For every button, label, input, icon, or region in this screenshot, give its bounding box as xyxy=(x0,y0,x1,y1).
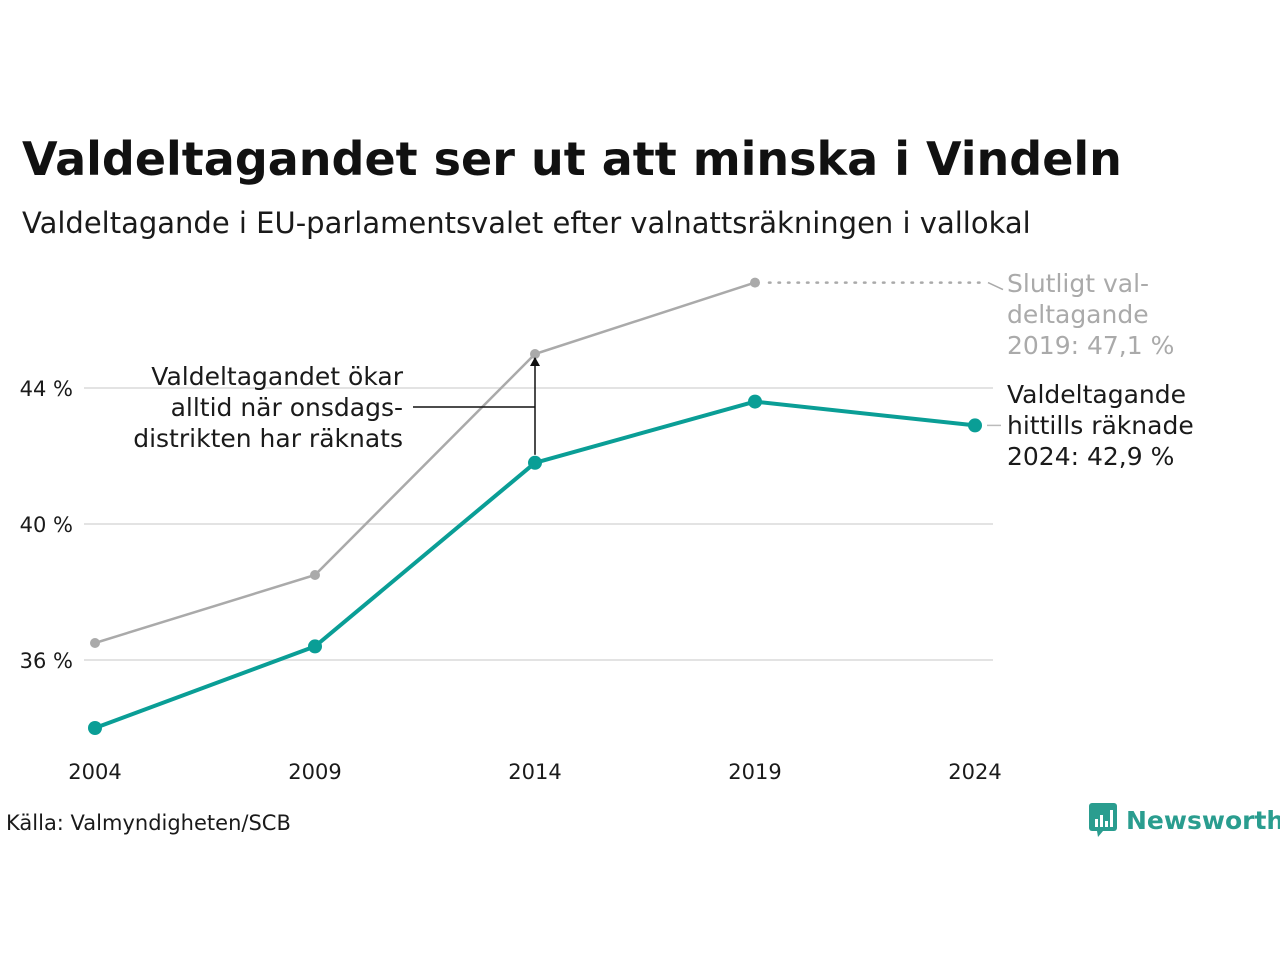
counted-annotation-line: Valdeltagande xyxy=(1007,380,1186,409)
data-point-counted xyxy=(968,418,982,433)
chart-subtitle: Valdeltagande i EU-parlamentsvalet efter… xyxy=(22,206,1031,240)
data-point-final xyxy=(310,570,320,580)
x-tick-label: 2004 xyxy=(68,760,121,784)
data-point-counted xyxy=(528,455,542,470)
note-annotation-line: distrikten har räknats xyxy=(133,424,403,453)
x-tick-label: 2024 xyxy=(948,760,1001,784)
brand-name: Newsworthy xyxy=(1126,805,1280,835)
newsworthy-logo-icon xyxy=(1089,803,1117,837)
data-point-final xyxy=(90,638,100,648)
x-tick-label: 2019 xyxy=(728,760,781,784)
x-tick-label: 2014 xyxy=(508,760,561,784)
y-tick-label: 40 % xyxy=(20,513,73,537)
data-point-final xyxy=(530,349,540,359)
note-annotation-line: alltid när onsdags- xyxy=(171,393,403,422)
final-annotation-line: Slutligt val- xyxy=(1007,269,1149,298)
y-tick-label: 36 % xyxy=(20,649,73,673)
data-point-counted xyxy=(748,394,762,409)
line-chart: 36 % 40 % 44 % 2004 2009 2014 2019 2024 Slutligt… xyxy=(20,269,1194,784)
y-tick-label: 44 % xyxy=(20,377,73,401)
data-point-counted xyxy=(88,721,102,735)
data-point-counted xyxy=(308,639,322,654)
source-note: Källa: Valmyndigheten/SCB xyxy=(6,811,291,835)
note-annotation-line: Valdeltagandet ökar xyxy=(151,362,403,391)
chart-title: Valdeltagandet ser ut att minska i Vinde… xyxy=(22,132,1122,186)
x-tick-label: 2009 xyxy=(288,760,341,784)
counted-annotation-line: 2024: 42,9 % xyxy=(1007,442,1174,471)
final-annotation-line: deltagande xyxy=(1007,300,1149,329)
counted-annotation-line: hittills räknade xyxy=(1007,411,1194,440)
leader-tick-final xyxy=(987,281,1004,291)
brand-logo: Newsworthy xyxy=(1088,802,1280,838)
note-arrow-head xyxy=(530,357,540,366)
series-line-final xyxy=(94,281,756,645)
data-point-final xyxy=(750,277,760,288)
final-annotation-line: 2019: 47,1 % xyxy=(1007,331,1174,360)
